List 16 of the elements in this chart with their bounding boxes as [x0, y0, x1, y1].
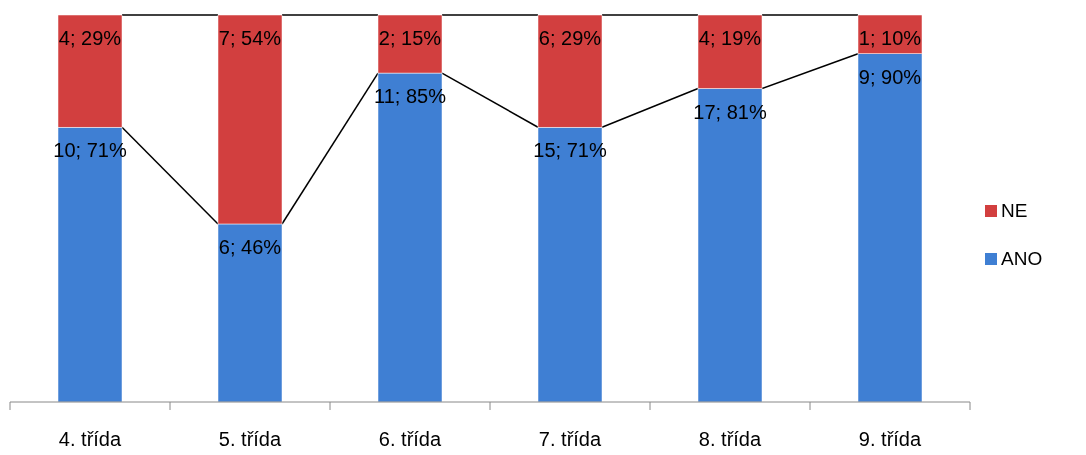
data-label: 4; 19% — [698, 27, 762, 49]
x-tick-label: 5. třída — [218, 428, 282, 450]
data-label: 2; 15% — [378, 27, 442, 49]
x-tick-label: 8. třída — [698, 428, 762, 450]
data-label: 1; 10% — [858, 27, 922, 49]
data-label: 6; 46% — [218, 235, 282, 258]
x-tick-label: 6. třída — [378, 428, 442, 450]
legend-label: ANO — [1001, 248, 1043, 269]
legend-label: NE — [1001, 200, 1028, 221]
data-label: 4; 29% — [58, 27, 122, 49]
data-label: 6; 29% — [538, 27, 602, 49]
data-label: 9; 90% — [858, 65, 922, 88]
data-label: 7; 54% — [218, 27, 282, 49]
x-tick-label: 4. třída — [58, 428, 122, 450]
x-tick-label: 7. třída — [538, 428, 602, 450]
x-tick-label: 9. třída — [858, 428, 922, 450]
